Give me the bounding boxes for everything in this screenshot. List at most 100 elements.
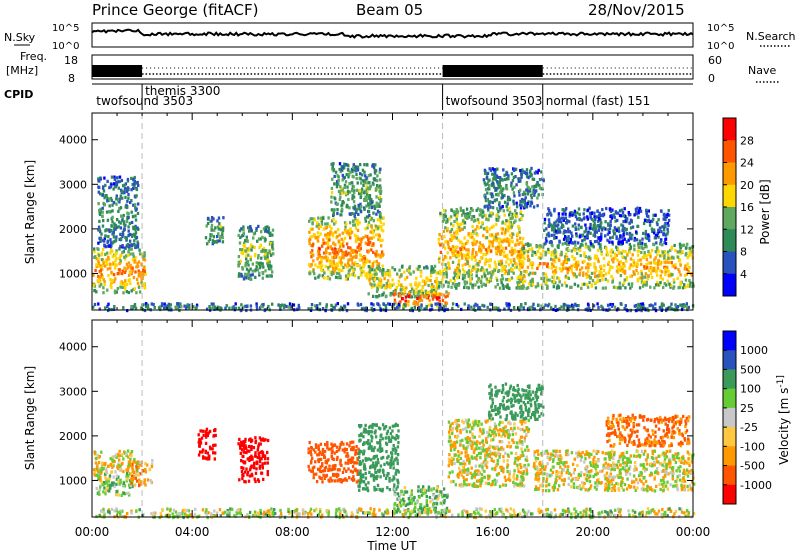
data-cell — [453, 271, 456, 275]
data-cell — [660, 302, 664, 306]
data-cell — [400, 283, 403, 287]
data-cell — [368, 205, 371, 210]
data-cell — [436, 302, 439, 306]
data-cell — [601, 286, 605, 290]
data-cell — [113, 455, 116, 459]
data-cell — [104, 234, 107, 238]
data-cell — [261, 463, 264, 467]
data-cell — [341, 165, 344, 169]
data-cell — [126, 211, 129, 215]
data-cell — [109, 185, 112, 189]
data-cell — [254, 275, 257, 279]
data-cell — [588, 206, 591, 210]
data-cell — [659, 281, 662, 285]
data-cell — [506, 202, 509, 206]
data-cell — [527, 176, 530, 180]
data-cell — [401, 264, 404, 268]
data-cell — [379, 198, 383, 202]
data-cell — [445, 270, 448, 274]
data-cell — [114, 254, 117, 258]
data-cell — [321, 268, 325, 272]
data-cell — [93, 473, 97, 477]
data-cell — [127, 465, 130, 469]
data-cell — [317, 275, 320, 279]
data-cell — [630, 282, 634, 286]
data-cell — [627, 238, 630, 242]
data-cell — [370, 306, 373, 310]
data-cell — [655, 241, 658, 245]
data-cell — [258, 464, 262, 468]
data-cell — [574, 227, 577, 231]
data-cell — [465, 248, 468, 252]
data-cell — [375, 201, 378, 205]
data-cell — [328, 277, 332, 281]
data-cell — [611, 303, 615, 307]
data-cell — [369, 173, 372, 177]
data-cell — [640, 305, 643, 309]
data-cell — [506, 176, 510, 180]
data-cell — [590, 211, 593, 216]
data-cell — [341, 200, 345, 204]
data-cell — [104, 252, 107, 256]
data-cell — [438, 284, 441, 288]
data-cell — [518, 218, 521, 222]
data-cell — [255, 226, 258, 231]
data-cell — [337, 268, 341, 272]
data-cell — [351, 273, 355, 277]
data-cell — [128, 248, 131, 252]
data-cell — [678, 249, 682, 253]
data-cell — [630, 237, 633, 241]
data-cell — [597, 214, 601, 218]
data-cell — [612, 260, 615, 264]
data-cell — [105, 467, 108, 471]
data-cell — [288, 302, 292, 306]
data-cell — [515, 286, 518, 290]
data-cell — [575, 275, 578, 279]
data-cell — [331, 270, 334, 274]
data-cell — [597, 228, 601, 232]
data-cell — [341, 187, 344, 191]
data-cell — [330, 273, 333, 277]
data-cell — [547, 250, 550, 254]
data-cell — [558, 230, 561, 234]
data-cell — [567, 235, 570, 239]
data-cell — [144, 470, 147, 474]
data-cell — [388, 274, 392, 278]
data-cell — [583, 238, 586, 242]
data-cell — [413, 300, 416, 304]
data-cell — [530, 200, 533, 205]
data-cell — [515, 214, 519, 218]
data-cell — [124, 257, 127, 261]
data-cell — [204, 450, 207, 455]
data-cell — [92, 468, 96, 472]
data-cell — [651, 229, 654, 233]
data-cell — [255, 304, 258, 308]
data-cell — [443, 267, 446, 271]
data-cell — [328, 464, 331, 468]
data-cell — [518, 193, 521, 197]
data-cell — [345, 191, 348, 195]
data-cell — [310, 459, 313, 463]
data-cell — [94, 461, 98, 465]
data-cell — [526, 192, 530, 196]
data-cell — [475, 274, 478, 278]
data-cell — [456, 224, 460, 228]
data-cell — [565, 257, 568, 261]
data-cell — [243, 470, 247, 474]
data-cell — [432, 293, 436, 298]
data-cell — [386, 269, 390, 273]
data-cell — [369, 236, 372, 240]
data-cell — [480, 248, 483, 252]
data-cell — [527, 186, 531, 190]
data-cell — [248, 246, 251, 251]
data-cell — [350, 258, 353, 262]
data-cell — [97, 228, 100, 232]
data-cell — [260, 450, 264, 454]
data-cell — [197, 440, 200, 444]
data-cell — [526, 188, 530, 192]
data-cell — [506, 285, 509, 289]
data-cell — [314, 460, 317, 464]
data-cell — [351, 170, 354, 174]
data-cell — [266, 251, 270, 256]
data-cell — [491, 212, 494, 216]
